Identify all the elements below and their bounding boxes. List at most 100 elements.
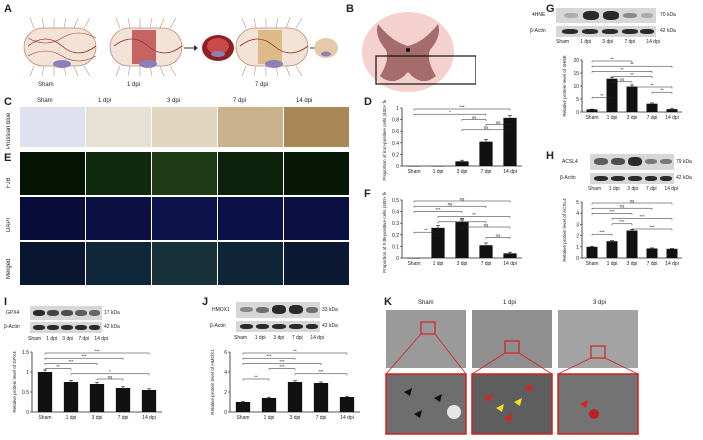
panel-label-f: F (364, 188, 371, 200)
bar (479, 141, 493, 166)
x-tick-label: 14 dpi (665, 115, 679, 121)
panel-label-b: B (346, 3, 354, 15)
bar (339, 397, 355, 412)
bar (261, 398, 277, 412)
chart-h: 0 1 2 3 4 5 Relative protein level of ACSL4 Sha… (562, 198, 682, 267)
blot-acsl4 (590, 154, 674, 170)
y-tick-label: 3 (576, 222, 579, 228)
x-tick-label: 1 dpi (264, 415, 275, 421)
x-tick-label: Sham (585, 261, 598, 267)
blot-hmox1 (236, 302, 320, 318)
y-tick-label: 0 (26, 410, 29, 416)
tem-3dpi-overview (558, 310, 638, 368)
merged-1dpi (86, 242, 151, 285)
j-lane: 7 dpi (291, 335, 303, 341)
j-lane: Sham (234, 335, 248, 341)
chart-i: 0 0.5 1 1.5 Relative protein level of GPX4 Sh… (12, 348, 162, 421)
y-tick-label: 2 (576, 234, 579, 240)
col-7dpi: 7 dpi (233, 98, 247, 104)
i-lane: 1 dpi (46, 336, 58, 342)
blot-i-actin-kda: 42 kDa (104, 324, 120, 330)
x-tick-label: 3 dpi (290, 415, 301, 421)
k-col-3dpi: 3 dpi (593, 300, 607, 306)
sig-label: ** (620, 67, 624, 72)
y-tick-label: 4 (224, 370, 227, 376)
sig-label: ** (472, 212, 476, 217)
bar (646, 248, 658, 258)
sig-label: ns (484, 222, 489, 227)
sig-label: ** (424, 228, 428, 233)
dapi-14dpi (284, 197, 349, 240)
sig-label: ** (610, 56, 614, 61)
spinal-cord-schematics (23, 17, 338, 77)
y-tick-label: 10 (573, 84, 579, 90)
j-lane-labels: Sham 1 dpi 3 dpi 7 dpi 14 dpi (234, 335, 324, 341)
sig-label: ** (660, 88, 664, 93)
x-tick-label: 3 dpi (92, 415, 103, 421)
bar (287, 382, 303, 412)
blot-h-actin-kda: 42 kDa (676, 175, 692, 181)
sig-label: * (109, 369, 111, 374)
x-tick-label: 7 dpi (647, 115, 658, 121)
panel-label-c: C (4, 96, 12, 108)
panel-label-a: A (4, 3, 12, 15)
y-tick-label: 0.2 (392, 233, 399, 239)
panel-label-i: I (4, 296, 8, 308)
bar (666, 109, 678, 112)
sig-label: *** (266, 354, 271, 359)
x-tick-label: Sham (585, 115, 598, 121)
j-lane: 3 dpi (273, 335, 285, 341)
x-tick-label: 7 dpi (316, 415, 327, 421)
y-tick-label: 20 (573, 58, 579, 64)
fjb-7dpi (218, 152, 283, 195)
x-tick-label: 7 dpi (481, 261, 492, 267)
y-axis-label: Relative protein level of ACSL4 (562, 198, 567, 262)
blot-gpx4-kda: 17 kDa (104, 310, 120, 316)
g-lane: 1 dpi (580, 39, 592, 45)
y-tick-label: 1 (396, 106, 399, 112)
sham-cord-illustration (23, 17, 97, 77)
x-tick-label: 7 dpi (481, 169, 492, 175)
bar (455, 161, 469, 166)
sig-label: ** (630, 62, 634, 67)
y-tick-label: 4 (576, 211, 579, 217)
x-tick-label: 1 dpi (607, 115, 618, 121)
label-sham: Sham (38, 82, 54, 88)
x-tick-label: 14 dpi (665, 261, 679, 267)
fluorescence-grid (20, 152, 349, 287)
g-lane: 3 dpi (602, 39, 614, 45)
y-tick-label: 1 (576, 245, 579, 251)
sig-label: ns (484, 125, 489, 130)
k-col-1dpi: 1 dpi (503, 300, 517, 306)
x-tick-label: 1 dpi (433, 169, 444, 175)
sig-label: *** (609, 209, 614, 214)
y-tick-label: 15 (573, 71, 579, 77)
sig-label: *** (279, 364, 284, 369)
bar (586, 109, 598, 112)
x-tick-label: Sham (236, 415, 249, 421)
panel-label-k: K (384, 296, 392, 308)
tem-sham-overview (386, 310, 466, 368)
sig-label: * (449, 110, 451, 115)
blot-gpx4-name: GPX4 (6, 310, 20, 316)
sig-label: ns (472, 115, 477, 120)
sig-label: ns (108, 374, 113, 379)
sig-label: ** (254, 374, 258, 379)
blot-h-actin (590, 173, 674, 184)
sig-label: ns (496, 233, 501, 238)
blot-gpx4 (30, 306, 102, 320)
bar (235, 402, 251, 412)
y-axis-label: Relative protein level of 4HNE (562, 55, 567, 116)
micrograph-prussian-1dpi (86, 107, 151, 147)
blot-hmox1-name: HMOX1 (212, 307, 230, 313)
x-tick-label: 7 dpi (647, 261, 658, 267)
h-lane: 3 dpi (627, 186, 639, 192)
bar (89, 384, 105, 412)
x-tick-label: 3 dpi (457, 169, 468, 175)
k-col-sham: Sham (418, 300, 434, 306)
merged-sham (20, 242, 85, 285)
y-tick-label: 0.1 (392, 244, 399, 250)
h-lane: 14 dpi (664, 186, 678, 192)
sig-label: ** (293, 348, 297, 353)
tem-3dpi-zoom (557, 373, 639, 435)
